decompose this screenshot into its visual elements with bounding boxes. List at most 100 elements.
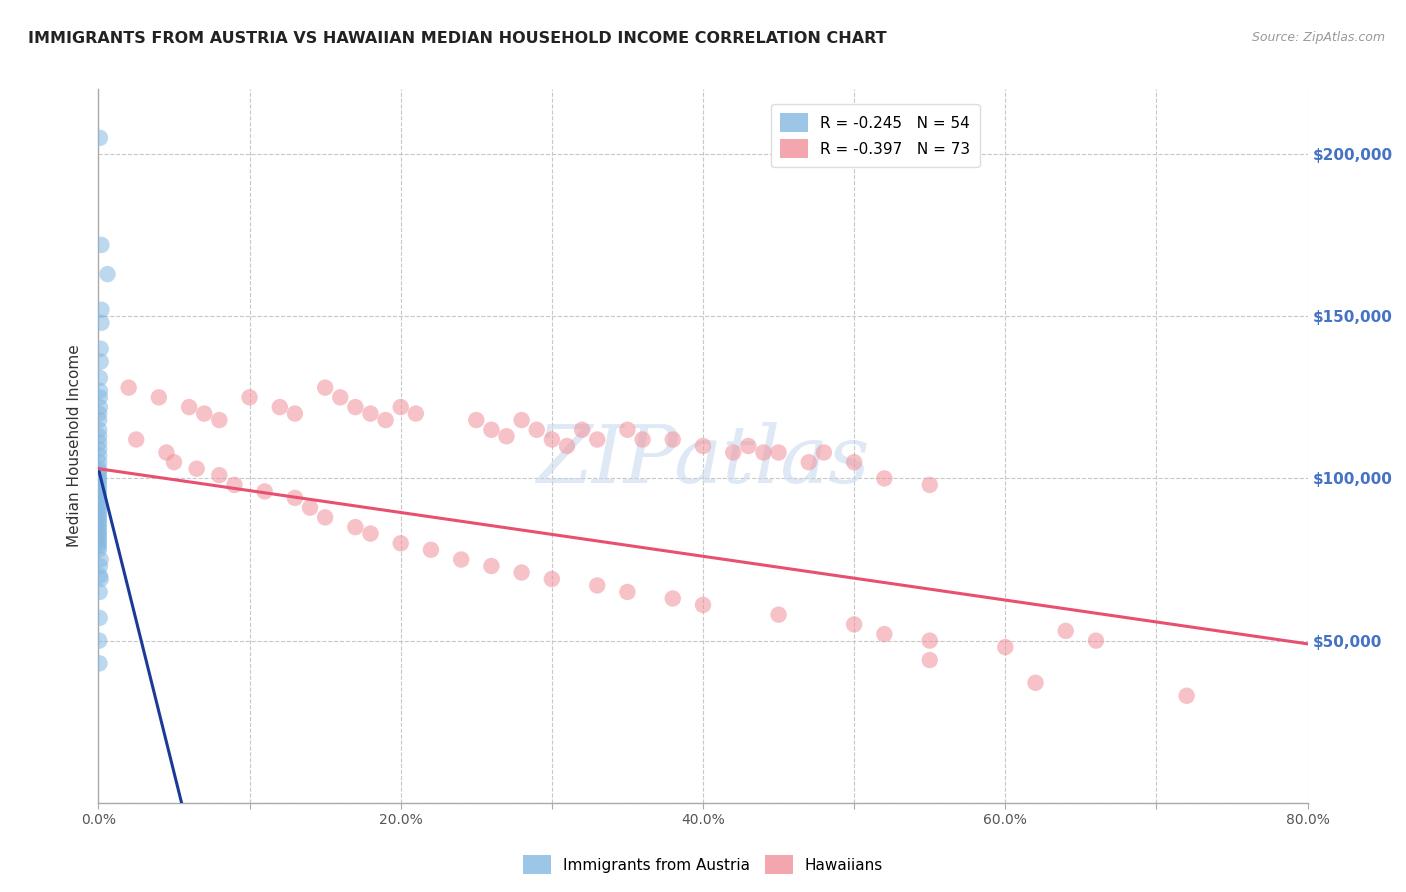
Point bbox=[1024, 675, 1046, 690]
Point bbox=[90, 572, 112, 586]
Point bbox=[87, 520, 110, 534]
Text: IMMIGRANTS FROM AUSTRIA VS HAWAIIAN MEDIAN HOUSEHOLD INCOME CORRELATION CHART: IMMIGRANTS FROM AUSTRIA VS HAWAIIAN MEDI… bbox=[28, 31, 887, 46]
Point bbox=[87, 530, 110, 544]
Point bbox=[389, 400, 412, 414]
Point bbox=[89, 390, 111, 404]
Point bbox=[87, 510, 110, 524]
Point bbox=[87, 494, 110, 508]
Point bbox=[344, 520, 367, 534]
Point bbox=[224, 478, 246, 492]
Point bbox=[737, 439, 759, 453]
Point bbox=[344, 400, 367, 414]
Point bbox=[87, 491, 110, 505]
Y-axis label: Median Household Income: Median Household Income bbox=[67, 344, 83, 548]
Point bbox=[844, 617, 866, 632]
Point bbox=[723, 445, 745, 459]
Point bbox=[329, 390, 352, 404]
Point bbox=[873, 471, 896, 485]
Point bbox=[495, 429, 517, 443]
Point bbox=[87, 468, 110, 483]
Point bbox=[163, 455, 186, 469]
Point bbox=[284, 491, 307, 505]
Point bbox=[89, 371, 111, 385]
Point bbox=[797, 455, 820, 469]
Point bbox=[89, 413, 111, 427]
Point bbox=[284, 407, 307, 421]
Point bbox=[87, 504, 110, 518]
Point bbox=[269, 400, 291, 414]
Point bbox=[481, 423, 503, 437]
Point bbox=[87, 524, 110, 538]
Legend: Immigrants from Austria, Hawaiians: Immigrants from Austria, Hawaiians bbox=[517, 849, 889, 880]
Point bbox=[360, 407, 382, 421]
Point bbox=[89, 559, 111, 574]
Point bbox=[87, 540, 110, 554]
Point bbox=[179, 400, 201, 414]
Point bbox=[87, 497, 110, 511]
Point bbox=[571, 423, 593, 437]
Point bbox=[555, 439, 578, 453]
Point bbox=[89, 568, 111, 582]
Point bbox=[148, 390, 170, 404]
Point bbox=[89, 435, 111, 450]
Point bbox=[96, 267, 118, 281]
Point bbox=[89, 407, 111, 421]
Point bbox=[87, 500, 110, 515]
Point bbox=[87, 475, 110, 489]
Point bbox=[586, 433, 609, 447]
Point bbox=[87, 542, 110, 557]
Point bbox=[813, 445, 835, 459]
Point bbox=[918, 633, 941, 648]
Point bbox=[299, 500, 322, 515]
Point bbox=[481, 559, 503, 574]
Point bbox=[208, 468, 231, 483]
Point bbox=[89, 461, 111, 475]
Point bbox=[89, 442, 111, 457]
Point bbox=[314, 510, 336, 524]
Point bbox=[510, 413, 533, 427]
Point bbox=[186, 461, 208, 475]
Point bbox=[89, 585, 111, 599]
Point bbox=[89, 657, 111, 671]
Point bbox=[631, 433, 654, 447]
Point bbox=[239, 390, 262, 404]
Point bbox=[873, 627, 896, 641]
Point bbox=[87, 488, 110, 502]
Point bbox=[692, 439, 714, 453]
Point bbox=[662, 591, 685, 606]
Point bbox=[90, 316, 112, 330]
Point bbox=[768, 445, 790, 459]
Point bbox=[87, 484, 110, 499]
Point bbox=[89, 455, 111, 469]
Point bbox=[374, 413, 396, 427]
Point bbox=[89, 611, 111, 625]
Point bbox=[87, 478, 110, 492]
Point bbox=[87, 471, 110, 485]
Point bbox=[465, 413, 488, 427]
Point bbox=[1054, 624, 1077, 638]
Point bbox=[541, 572, 564, 586]
Point bbox=[1175, 689, 1198, 703]
Point bbox=[692, 598, 714, 612]
Point bbox=[87, 516, 110, 531]
Text: Source: ZipAtlas.com: Source: ZipAtlas.com bbox=[1251, 31, 1385, 45]
Point bbox=[768, 607, 790, 622]
Point bbox=[193, 407, 215, 421]
Point bbox=[118, 381, 141, 395]
Point bbox=[87, 533, 110, 547]
Point bbox=[89, 400, 111, 414]
Point bbox=[125, 433, 148, 447]
Point bbox=[89, 131, 111, 145]
Point bbox=[208, 413, 231, 427]
Point bbox=[616, 423, 638, 437]
Point bbox=[87, 514, 110, 528]
Point bbox=[360, 526, 382, 541]
Point bbox=[90, 238, 112, 252]
Point bbox=[389, 536, 412, 550]
Point bbox=[994, 640, 1017, 654]
Point bbox=[844, 455, 866, 469]
Point bbox=[420, 542, 443, 557]
Point bbox=[87, 507, 110, 521]
Point bbox=[662, 433, 685, 447]
Point bbox=[586, 578, 609, 592]
